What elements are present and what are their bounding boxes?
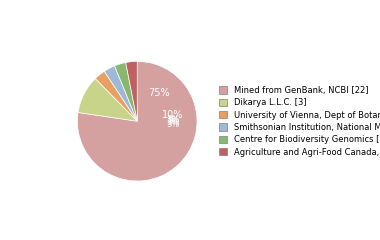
Text: 3%: 3% [166, 114, 180, 124]
Text: 75%: 75% [148, 88, 170, 98]
Legend: Mined from GenBank, NCBI [22], Dikarya L.L.C. [3], University of Vienna, Dept of: Mined from GenBank, NCBI [22], Dikarya L… [216, 83, 380, 159]
Text: 3%: 3% [166, 118, 180, 127]
Wedge shape [78, 78, 137, 121]
Wedge shape [115, 63, 137, 121]
Text: 3%: 3% [166, 116, 180, 125]
Text: 10%: 10% [162, 110, 183, 120]
Wedge shape [126, 61, 137, 121]
Wedge shape [105, 66, 137, 121]
Text: 3%: 3% [166, 120, 180, 129]
Wedge shape [95, 71, 137, 121]
Wedge shape [78, 61, 197, 181]
